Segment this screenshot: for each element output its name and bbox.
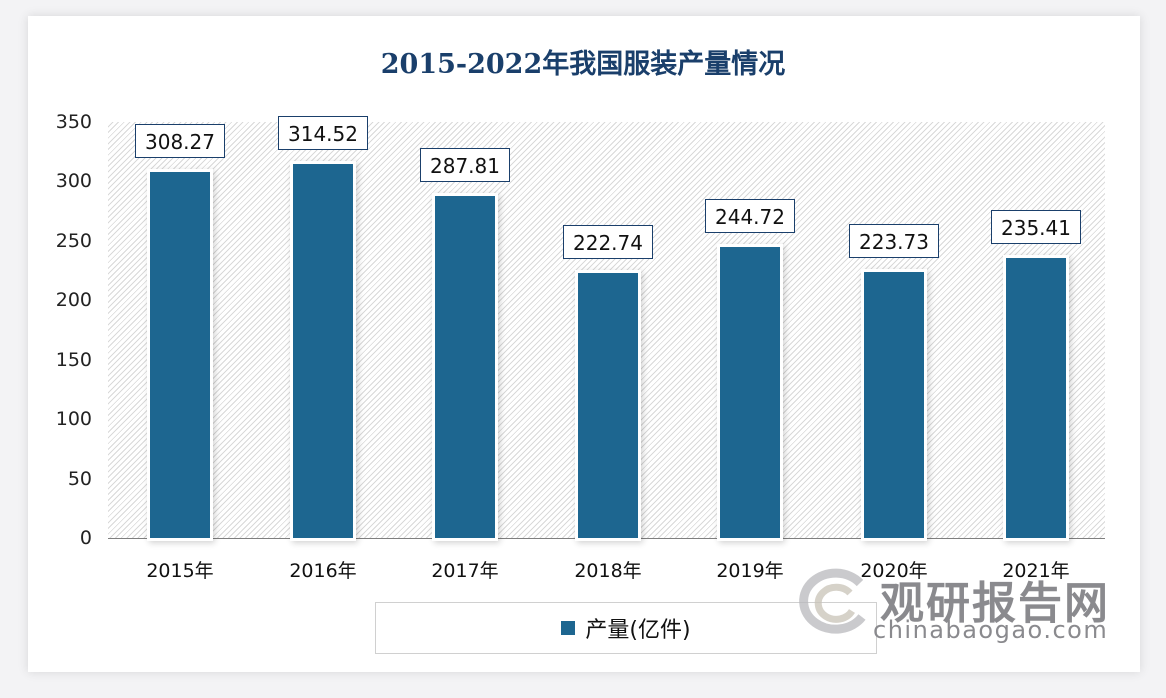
x-tick-label: 2021年 — [1002, 560, 1070, 582]
bar — [293, 164, 353, 538]
x-axis-line — [108, 538, 1105, 539]
x-tick-label: 2017年 — [431, 560, 499, 582]
data-label: 308.27 — [135, 123, 225, 158]
watermark-text-en: chinabaogao.com — [873, 616, 1109, 644]
bar — [435, 195, 495, 538]
bar — [720, 247, 780, 538]
x-tick-label: 2018年 — [574, 560, 642, 582]
bar — [864, 272, 924, 538]
data-label: 314.52 — [278, 116, 368, 151]
x-tick-label: 2019年 — [716, 560, 784, 582]
chart-title: 2015-2022年我国服装产量情况 — [380, 49, 786, 80]
y-tick-label: 300 — [55, 170, 92, 193]
data-label: 287.81 — [420, 147, 510, 182]
y-tick-label: 0 — [79, 527, 92, 549]
data-label: 223.73 — [849, 224, 939, 259]
legend: 产量(亿件) — [375, 602, 877, 654]
bar — [1006, 258, 1066, 538]
y-tick-label: 250 — [55, 229, 92, 252]
data-label: 235.41 — [991, 210, 1081, 245]
x-tick-label: 2015年 — [146, 560, 214, 582]
y-tick-label: 150 — [55, 348, 92, 371]
y-tick-label: 200 — [55, 289, 92, 312]
legend-label: 产量(亿件) — [585, 618, 691, 643]
bar — [578, 273, 638, 538]
y-tick-label: 50 — [67, 467, 92, 490]
data-label: 244.72 — [705, 199, 795, 234]
legend-swatch-icon — [561, 621, 576, 635]
x-tick-label: 2020年 — [860, 560, 928, 582]
y-tick-label: 350 — [55, 111, 92, 133]
x-tick-label: 2016年 — [289, 560, 357, 582]
bar — [150, 171, 210, 538]
watermark-text-cn: 观研报告网 — [880, 578, 1110, 629]
watermark-logo-icon — [799, 568, 866, 634]
data-label: 222.74 — [563, 225, 653, 260]
y-tick-label: 100 — [55, 408, 92, 431]
